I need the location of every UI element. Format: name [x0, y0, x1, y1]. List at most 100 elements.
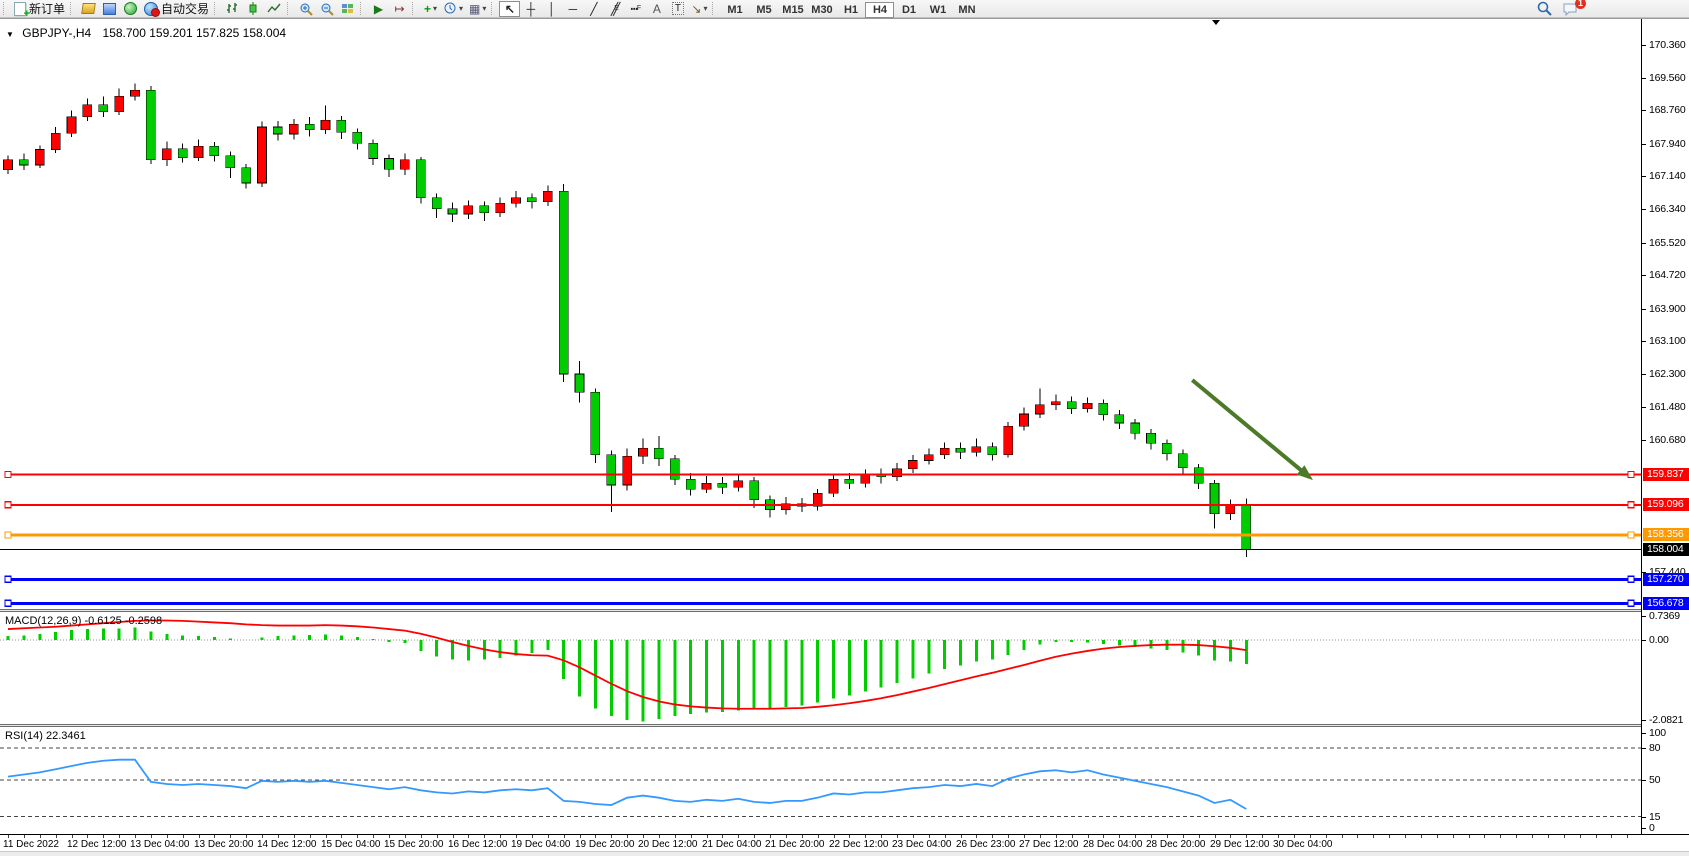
candle[interactable]	[590, 392, 601, 456]
candle[interactable]	[669, 458, 680, 480]
candle[interactable]	[336, 119, 347, 133]
timeframe-h1[interactable]: H1	[843, 3, 859, 16]
candle[interactable]	[1114, 414, 1125, 424]
candle[interactable]	[654, 447, 664, 460]
macd-chart[interactable]	[0, 612, 1641, 724]
zoom-in-button[interactable]	[295, 1, 316, 17]
candle[interactable]	[558, 190, 569, 375]
candle[interactable]	[431, 197, 442, 209]
chart-menu-icon[interactable]: ▼	[6, 30, 14, 39]
candle[interactable]	[368, 143, 378, 159]
new-order-button[interactable]: + 新订单	[11, 1, 68, 19]
candle[interactable]	[1241, 505, 1252, 550]
candle[interactable]	[844, 478, 855, 484]
candle[interactable]	[892, 468, 902, 478]
community-button[interactable]: 1	[1559, 0, 1586, 17]
line-handle[interactable]	[4, 531, 12, 539]
candle[interactable]	[1082, 403, 1093, 409]
text-button[interactable]: A	[646, 1, 667, 17]
candle[interactable]	[82, 104, 93, 118]
text-label-button[interactable]: T	[667, 1, 688, 17]
line-handle[interactable]	[4, 599, 12, 608]
candle[interactable]	[98, 104, 109, 113]
candle[interactable]	[1162, 443, 1172, 454]
line-handle[interactable]	[4, 501, 12, 509]
timeframe-d1[interactable]: D1	[901, 3, 917, 16]
timeframe-m1[interactable]: M1	[727, 3, 743, 16]
candle[interactable]	[717, 483, 728, 488]
toolbar-grip[interactable]	[214, 2, 219, 15]
candle[interactable]	[971, 446, 982, 453]
toolbar-grip[interactable]	[3, 2, 8, 15]
trendline-button[interactable]: ╱	[583, 1, 604, 17]
candle[interactable]	[495, 203, 505, 214]
line-chart-button[interactable]	[264, 1, 285, 17]
timeframe-w1[interactable]: W1	[929, 3, 947, 16]
candle[interactable]	[146, 90, 156, 160]
toolbar-grip[interactable]	[412, 2, 417, 15]
candle[interactable]	[177, 148, 188, 158]
cursor-button[interactable]: ↖	[499, 0, 521, 17]
candle[interactable]	[3, 159, 13, 171]
line-handle[interactable]	[1627, 470, 1635, 479]
candlestick-chart-button[interactable]	[243, 1, 264, 17]
line-handle[interactable]	[4, 470, 12, 479]
candle[interactable]	[50, 132, 61, 150]
bar-chart-button[interactable]	[222, 1, 243, 17]
candle[interactable]	[1035, 404, 1045, 415]
candle[interactable]	[400, 159, 410, 170]
templates-button[interactable]: ▦ ▾	[466, 1, 489, 17]
equidistant-channel-button[interactable]: ╱╱ E	[610, 1, 621, 16]
line-handle[interactable]	[1627, 531, 1635, 539]
candle[interactable]	[193, 145, 204, 158]
fibonacci-button[interactable]: ┅ F	[630, 1, 642, 16]
pane-separator-rsi[interactable]	[0, 724, 1689, 727]
line-handle[interactable]	[4, 575, 12, 583]
candle[interactable]	[209, 145, 220, 156]
signals-button[interactable]	[120, 1, 141, 17]
candle[interactable]	[34, 149, 45, 166]
candle[interactable]	[1003, 425, 1013, 456]
candle[interactable]	[860, 474, 871, 484]
navigator-button[interactable]	[99, 1, 120, 17]
candle[interactable]	[415, 159, 426, 198]
candle[interactable]	[225, 155, 236, 169]
chart-shift-marker[interactable]	[1212, 20, 1220, 25]
indicators-button[interactable]: + ▾	[420, 1, 441, 17]
toolbar-grip[interactable]	[287, 2, 292, 15]
timeframe-m5[interactable]: M5	[756, 3, 772, 16]
line-handle[interactable]	[1627, 575, 1635, 583]
toolbar-grip[interactable]	[360, 2, 365, 15]
autotrading-button[interactable]: 自动交易	[141, 1, 212, 17]
line-handle[interactable]	[1627, 599, 1635, 608]
candle[interactable]	[463, 205, 474, 215]
candle[interactable]	[1098, 403, 1109, 416]
candlestick-chart[interactable]	[0, 19, 1641, 609]
search-button[interactable]	[1534, 1, 1555, 17]
candle[interactable]	[1177, 453, 1188, 469]
vertical-line-button[interactable]: │	[541, 1, 562, 17]
candle[interactable]	[622, 456, 632, 486]
autoscroll-button[interactable]: ▶	[368, 1, 389, 17]
candle[interactable]	[685, 478, 696, 490]
candle[interactable]	[542, 190, 553, 203]
candle[interactable]	[273, 126, 283, 135]
timeframe-h4[interactable]: H4	[865, 1, 895, 18]
candle[interactable]	[908, 460, 918, 469]
candle[interactable]	[511, 197, 521, 204]
candle[interactable]	[352, 132, 363, 144]
periods-button[interactable]: ▾	[441, 1, 466, 17]
horizontal-line-button[interactable]: ─	[562, 1, 583, 17]
candle[interactable]	[828, 478, 839, 494]
candle[interactable]	[66, 116, 77, 134]
candle[interactable]	[733, 480, 744, 488]
candle[interactable]	[1019, 413, 1029, 427]
zoom-out-button[interactable]	[316, 1, 337, 17]
candle[interactable]	[384, 158, 394, 170]
candle[interactable]	[447, 208, 458, 215]
time-axis[interactable]: 11 Dec 2022 12 Dec 12:00 13 Dec 04:00 13 De…	[0, 834, 1689, 852]
trend-arrow-object[interactable]	[1190, 378, 1313, 481]
candle[interactable]	[923, 454, 934, 461]
candle[interactable]	[288, 123, 299, 135]
candle[interactable]	[1066, 401, 1077, 409]
